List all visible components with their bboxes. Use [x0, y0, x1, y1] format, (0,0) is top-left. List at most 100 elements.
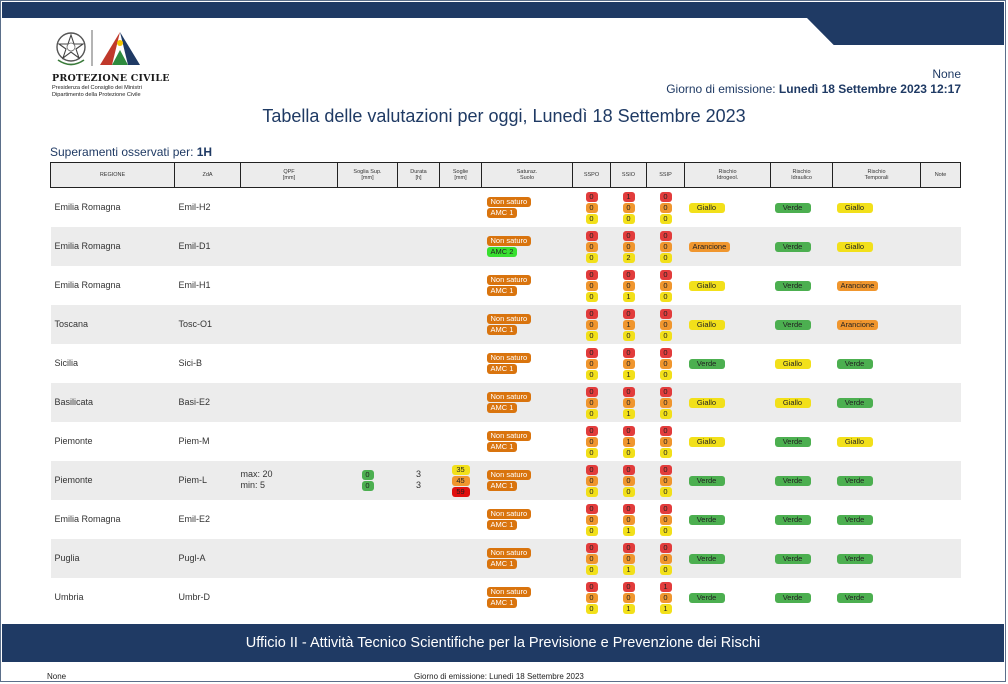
- sspo-badge: 0: [585, 386, 598, 397]
- soglia-sup-cell: [338, 188, 398, 227]
- ssio-badge: 2: [622, 252, 635, 263]
- emission-date: Giorno di emissione: Lunedì 18 Settembre…: [666, 82, 961, 96]
- rischio-idraulico-badge: Verde: [774, 241, 811, 252]
- saturazione-stack: Non saturo AMC 1: [482, 586, 573, 608]
- note-cell: [921, 188, 961, 227]
- sspo-badge: 0: [585, 358, 598, 369]
- note-cell: [921, 500, 961, 539]
- rischio-temporali-cell: Giallo: [832, 226, 921, 266]
- saturazione-badge: AMC 1: [486, 402, 518, 413]
- ssip-badge: 0: [659, 347, 672, 358]
- ssio-badge: 0: [622, 486, 635, 497]
- ssip-badge: 0: [659, 592, 672, 603]
- zda-cell: Piem-M: [178, 436, 210, 446]
- sspo-badge: 0: [585, 330, 598, 341]
- sspo-badge: 0: [585, 603, 598, 614]
- column-header: SSIO: [610, 162, 647, 188]
- soglie-cell: [440, 188, 482, 227]
- durata-cell: [398, 266, 440, 305]
- org-subtitle-1: Presidenza del Consiglio dei Ministri: [52, 85, 142, 91]
- table-row: Sicilia Sici-B Non saturo AMC 1 0 0 0 0 0 1 0 0 0 Ver…: [51, 344, 961, 383]
- saturazione-cell: Non saturo AMC 1: [482, 188, 573, 227]
- rischio-idrogeol-cell: Giallo: [685, 422, 771, 461]
- rischio-temporali-cell: Verde: [832, 538, 921, 578]
- soglie-cell: [439, 226, 482, 266]
- saturazione-stack: Non saturo AMC 1: [482, 430, 573, 452]
- saturazione-cell: Non saturo AMC 1: [482, 266, 573, 305]
- saturazione-badge: Non saturo: [486, 586, 532, 597]
- rischio-idraulico-badge: Verde: [774, 514, 811, 525]
- ssip-badge: 0: [659, 330, 672, 341]
- ssip-badge: 0: [659, 475, 672, 486]
- ssio-badge: 0: [622, 308, 635, 319]
- saturazione-cell: Non saturo AMC 1: [482, 422, 573, 461]
- column-header: SSIP: [646, 162, 685, 188]
- rischio-idrogeol-badge: Verde: [688, 592, 725, 603]
- table-header-row: REGIONE ZdA QPF [mm] Soglia Sup. [mm] Durata…: [50, 162, 961, 188]
- rischio-idrogeol-badge: Giallo: [688, 319, 725, 330]
- saturazione-stack: Non saturo AMC 1: [482, 391, 573, 413]
- durata-value: 3: [415, 480, 421, 490]
- page-title: Tabella delle valutazioni per oggi, Lune…: [262, 106, 746, 126]
- ssio-badge: 1: [622, 291, 635, 302]
- soglie-cell: [440, 266, 482, 305]
- rischio-idrogeol-cell: Giallo: [685, 188, 771, 227]
- sspo-badge: 0: [585, 280, 598, 291]
- sspo-badge: 0: [585, 592, 598, 603]
- saturazione-badge: Non saturo: [486, 274, 532, 285]
- rischio-idraulico-cell: Giallo: [771, 344, 833, 383]
- sspo-badge: 0: [585, 447, 598, 458]
- rischio-idraulico-cell: Verde: [771, 422, 833, 461]
- ssio-badge: 1: [622, 603, 635, 614]
- rischio-idraulico-badge: Verde: [774, 436, 811, 447]
- sspo-badge: 0: [585, 553, 598, 564]
- saturazione-badge: Non saturo: [486, 391, 532, 402]
- ssio-badge: 0: [622, 553, 635, 564]
- rischio-temporali-cell: Verde: [833, 344, 921, 383]
- ssip-badge: 0: [659, 308, 672, 319]
- saturazione-badge: Non saturo: [486, 352, 532, 363]
- sspo-badge: 0: [585, 291, 598, 302]
- top-banner-corner: [806, 17, 1004, 45]
- ssip-badge: 0: [659, 386, 672, 397]
- rischio-idrogeol-cell: Giallo: [684, 382, 771, 422]
- sspo-badge: 0: [585, 308, 598, 319]
- rischio-idraulico-badge: Verde: [774, 475, 811, 486]
- ssio-badge: 0: [622, 202, 635, 213]
- qpf-value: max: 20: [240, 469, 273, 479]
- soglia-sup-cell: [337, 226, 398, 266]
- sspo-badge: 0: [585, 269, 598, 280]
- soglia-sup-cell: [337, 538, 398, 578]
- saturazione-stack: Non saturo AMC 1: [482, 469, 573, 491]
- sspo-badge: 0: [585, 525, 598, 536]
- superamenti-line: Superamenti osservati per: 1H: [50, 145, 212, 159]
- zda-cell: Tosc-O1: [174, 304, 241, 344]
- footer-emission: Giorno di emissione: Lunedì 18 Settembre…: [414, 672, 584, 681]
- soglia-sup-badge: 0: [361, 470, 374, 480]
- saturazione-cell: Non saturo AMC 1: [482, 500, 573, 539]
- rischio-temporali-badge: Arancione: [836, 280, 879, 291]
- ssio-badge: 0: [622, 397, 635, 408]
